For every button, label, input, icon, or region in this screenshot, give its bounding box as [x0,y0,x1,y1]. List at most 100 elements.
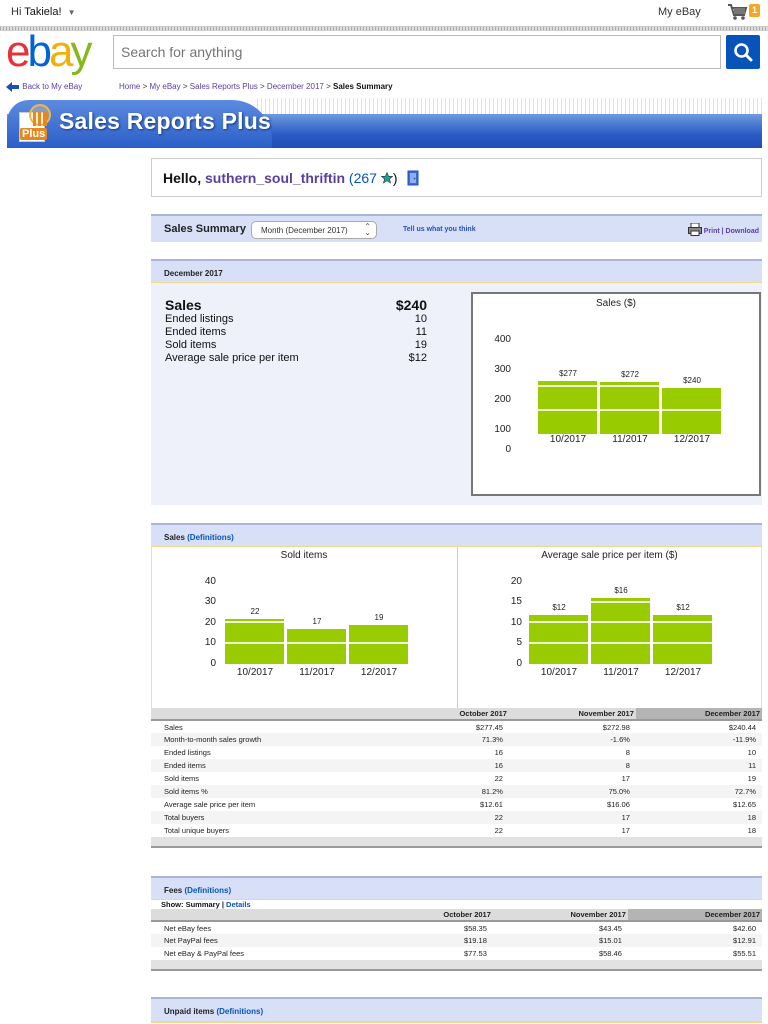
table-row: Net PayPal fees $19.18 $15.01 $12.91 [151,934,762,947]
tell-us-link[interactable]: Tell us what you think [403,226,476,233]
cell-value: 18 [747,826,756,835]
row-label: Sold items % [151,785,399,798]
cell-value: 17 [621,774,630,783]
cell-value: 22 [494,826,503,835]
row-label: Net PayPal fees [151,934,376,947]
printer-icon[interactable] [687,223,702,236]
x-axis-label: 10/2017 [236,667,274,678]
y-axis-tick: 0 [210,658,216,669]
chart-bar [600,382,659,434]
fees-table-body: Net eBay fees $58.35 $43.45 $42.60 Net PayPa… [151,921,762,960]
y-axis-tick: 15 [510,596,522,607]
row-label: Total unique buyers [164,826,230,835]
username-link[interactable]: suthern_soul_thriftin [205,170,346,186]
column-header [151,708,399,721]
feedback-score-link[interactable]: 267 [353,170,377,186]
period-select-value: Month (December 2017) [261,226,348,235]
bar-data-label: $12 [552,603,566,612]
breadcrumb-my-ebay[interactable]: My eBay [149,82,181,91]
search-input[interactable] [113,35,721,69]
sales-definitions-link[interactable]: (Definitions) [187,533,234,542]
column-header: October 2017 [375,909,493,922]
back-to-my-ebay-link[interactable]: Back to My eBay [6,82,82,92]
bar-data-label: $12 [676,603,690,612]
cart-button[interactable]: 1 [727,3,761,23]
table-row: Net eBay & PayPal fees $77.53 $58.46 $55.51 [151,947,762,960]
stat-label: Ended items [165,326,227,338]
cell-value: 72.7% [635,785,762,798]
x-axis-label: 11/2017 [299,667,335,678]
table-row: Sales $277.45 $272.98 $240.44 [151,720,762,733]
table-header-row: October 2017 November 2017 December 2017 [151,909,762,922]
stat-row: Sold items 19 [165,339,427,352]
row-label: Ended items [151,759,399,772]
my-ebay-link[interactable]: My eBay [658,6,701,18]
column-header: October 2017 [398,708,509,721]
cell-value: 16 [494,748,503,757]
column-header [151,909,376,922]
sales-reports-plus-banner: Plus Sales Reports Plus [7,96,762,148]
breadcrumb-sales-reports-plus[interactable]: Sales Reports Plus [189,82,258,91]
cell-value: 22 [398,811,509,824]
y-axis-tick: 20 [204,617,216,628]
fees-details-link[interactable]: Details [226,900,251,909]
stat-value: $240 [395,297,427,313]
cell-value: $277.45 [475,722,503,732]
store-door-icon[interactable] [407,170,419,186]
breadcrumb-separator: > [326,82,331,91]
fees-section-header: Fees (Definitions) [151,876,762,900]
breadcrumb-separator: > [260,82,265,91]
cell-value: 16 [398,759,509,772]
stat-row: Ended listings 10 [165,313,427,326]
table-row: Total unique buyers 22 17 18 [151,824,762,837]
cell-value: -1.6% [508,733,636,746]
cell-value: 8 [508,759,636,772]
row-label: Ended listings [164,748,211,757]
search-button[interactable] [726,35,760,69]
cell-value: 22 [494,774,503,783]
breadcrumb-separator: > [182,82,188,91]
stat-label: Sales [165,297,202,313]
table-row: Sold items 22 17 19 [151,772,762,785]
chart-title: Sales ($) [595,298,636,309]
cell-value: 8 [625,748,630,757]
cell-value: $16.06 [606,800,630,809]
y-axis-tick: 10 [510,617,522,628]
cell-value: 71.3% [398,733,509,746]
row-label: Net eBay & PayPal fees [164,949,245,958]
ebay-logo[interactable]: ebay [6,27,92,76]
y-axis-tick: 10 [204,637,216,648]
table-row: Sold items % 81.2% 75.0% 72.7% [151,785,762,798]
cell-value: 17 [508,811,636,824]
breadcrumb-december-2017[interactable]: December 2017 [266,82,324,91]
december-stats: Sales $240 Ended listings 10 Ended items… [165,297,427,365]
unpaid-definitions-link[interactable]: (Definitions) [216,1007,264,1016]
sales-dollars-chart: Sales ($) 400 300 200 100 0 $277 10/2017 $272 11/… [471,292,761,496]
print-link[interactable]: Print [703,228,720,235]
cell-value: 10 [747,748,756,757]
cell-value: $19.18 [375,934,493,947]
period-select[interactable]: Month (December 2017) ⌃ ⌄ [251,221,377,239]
header-divider [0,26,768,31]
x-axis-label: 10/2017 [540,667,578,678]
breadcrumb-home[interactable]: Home [119,82,141,91]
row-label: Sales [164,722,183,732]
fees-definitions-link[interactable]: (Definitions) [184,886,232,895]
sales-section-title: Sales (Definitions) [164,533,234,542]
column-header-current: December 2017 [627,909,762,922]
download-link[interactable]: Download [725,228,759,235]
chart-bar [349,625,408,664]
cell-value: $43.45 [598,923,622,933]
fees-table: October 2017 November 2017 December 2017… [151,909,762,971]
greeting-prefix: Hi [11,6,22,18]
user-greeting[interactable]: Hi Takiela! ▼ [11,6,76,18]
feedback-star-icon [380,172,393,184]
stat-row: Sales $240 [165,297,427,313]
chart-bar [287,629,346,664]
cell-value: $58.35 [463,923,487,933]
back-label: Back to My eBay [22,82,83,92]
bar-data-label: $16 [614,586,628,595]
sales-title: Sales [164,533,185,542]
chart-bar [591,598,650,664]
y-axis-tick: 400 [494,334,511,345]
